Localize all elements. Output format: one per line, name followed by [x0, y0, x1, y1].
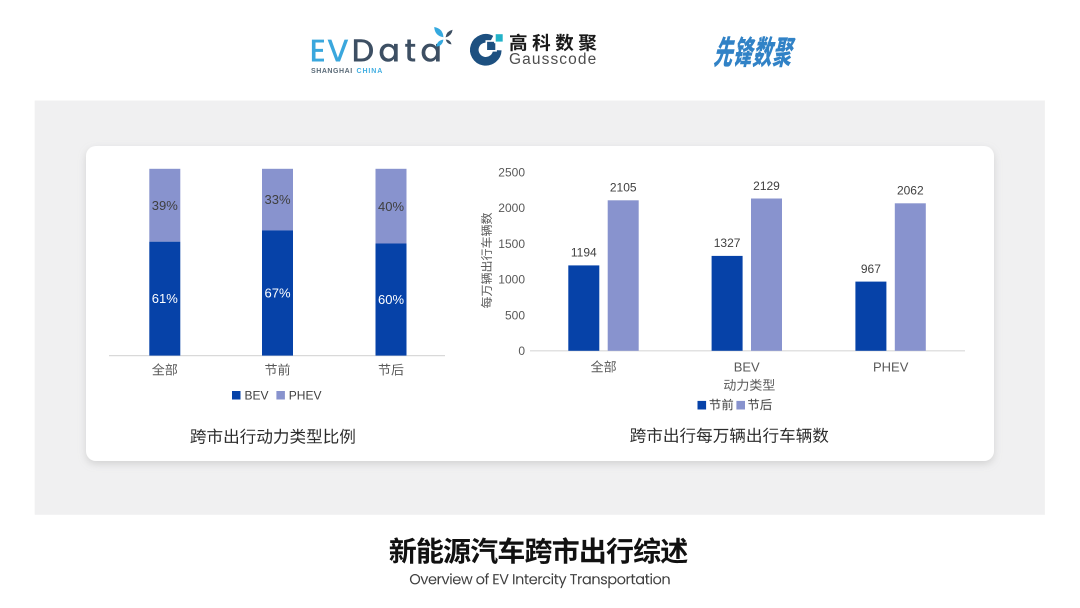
svg-text:61%: 61%: [152, 291, 178, 306]
svg-text:SHANGHAI: SHANGHAI: [311, 68, 353, 75]
svg-text:33%: 33%: [264, 192, 290, 207]
svg-text:500: 500: [505, 308, 525, 322]
svg-text:1000: 1000: [498, 273, 525, 287]
svg-text:BEV: BEV: [734, 360, 760, 375]
svg-text:39%: 39%: [152, 198, 178, 213]
svg-text:2129: 2129: [753, 179, 780, 193]
svg-text:2062: 2062: [897, 184, 924, 198]
svg-text:1194: 1194: [571, 246, 597, 260]
svg-text:1500: 1500: [498, 237, 525, 251]
svg-text:67%: 67%: [264, 286, 290, 301]
svg-text:PHEV: PHEV: [873, 360, 909, 375]
svg-text:2000: 2000: [498, 201, 525, 215]
svg-text:40%: 40%: [378, 199, 404, 214]
svg-text:1327: 1327: [714, 236, 741, 250]
svg-text:CHINA: CHINA: [357, 68, 384, 75]
svg-text:BEV: BEV: [245, 388, 269, 402]
svg-text:0: 0: [518, 344, 525, 358]
svg-text:Gausscode: Gausscode: [509, 51, 597, 68]
svg-text:2105: 2105: [610, 181, 637, 195]
svg-text:967: 967: [861, 262, 881, 276]
svg-text:2500: 2500: [498, 165, 525, 179]
svg-text:60%: 60%: [378, 292, 404, 307]
svg-text:PHEV: PHEV: [289, 388, 322, 402]
